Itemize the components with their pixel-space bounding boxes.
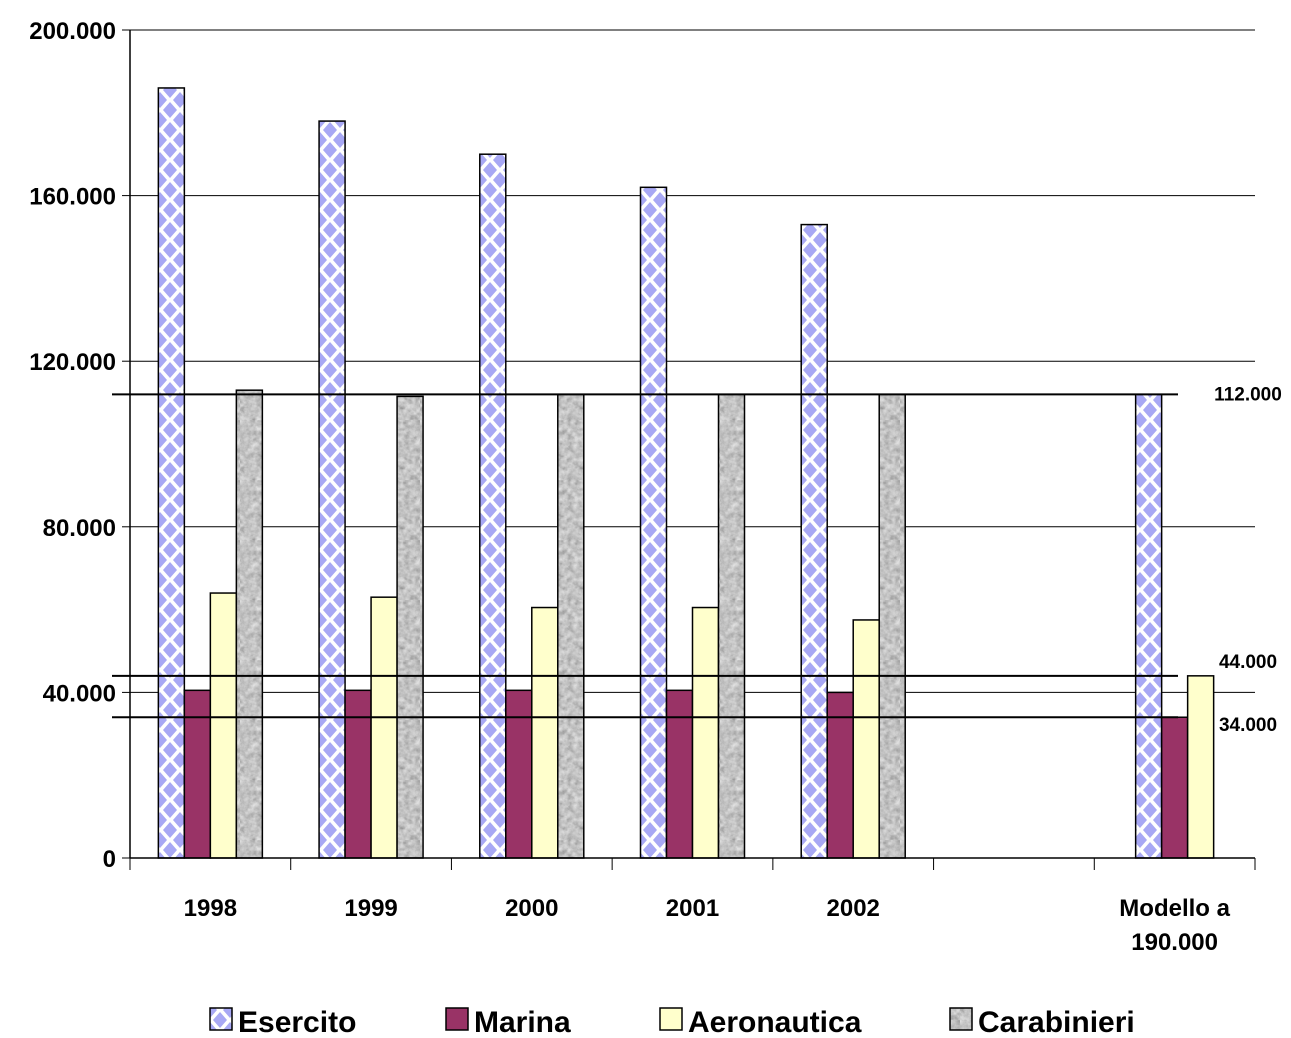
bar-esercito — [157, 87, 186, 859]
bar-esercito — [800, 223, 828, 859]
y-tick-label: 0 — [103, 846, 116, 873]
legend-label-aeronautica: Aeronautica — [688, 1006, 862, 1038]
reference-line-label: 34.000 — [1219, 715, 1277, 736]
bar-aeronautica — [1186, 675, 1215, 859]
bar-carabinieri — [717, 393, 746, 859]
legend-label-carabinieri: Carabinieri — [978, 1006, 1135, 1038]
x-tick-label: 2000 — [505, 895, 558, 922]
x-tick-label: Modello a — [1119, 895, 1230, 922]
x-tick-label: 190.000 — [1131, 929, 1218, 956]
bar-aeronautica — [209, 592, 238, 859]
grid-layer — [130, 29, 1255, 693]
x-tick-label: 2002 — [827, 895, 880, 922]
bar-marina — [665, 689, 694, 859]
bar-aeronautica — [531, 606, 559, 859]
legend-label-marina: Marina — [474, 1006, 571, 1038]
bars-layer — [157, 87, 1215, 859]
y-tick-label: 160.000 — [29, 184, 116, 211]
bar-carabinieri — [235, 389, 264, 859]
reference-line-label: 44.000 — [1219, 652, 1277, 673]
bar-marina — [344, 689, 372, 859]
bar-carabinieri — [557, 393, 585, 859]
bar-aeronautica — [370, 596, 398, 859]
bar-carabinieri — [396, 395, 424, 859]
legend-swatch-marina — [445, 1007, 469, 1031]
bar-marina — [183, 689, 212, 859]
legend-label-esercito: Esercito — [238, 1006, 356, 1038]
y-tick-label: 80.000 — [43, 515, 116, 542]
legend-swatch-esercito — [209, 1007, 233, 1031]
bar-marina — [1160, 716, 1189, 859]
bar-aeronautica — [852, 619, 880, 859]
x-tick-label: 2001 — [666, 895, 719, 922]
y-tick-label: 40.000 — [43, 680, 116, 707]
x-tick-label: 1998 — [184, 895, 237, 922]
bar-esercito — [318, 120, 346, 859]
reference-line-label: 112.000 — [1214, 384, 1282, 405]
reference-lines: 112.000 44.000 34.000 — [112, 384, 1282, 736]
bar-esercito — [1134, 393, 1163, 859]
y-tick-label: 120.000 — [29, 349, 116, 376]
bar-esercito — [639, 186, 668, 859]
bar-esercito — [479, 153, 507, 859]
bar-carabinieri — [878, 393, 906, 859]
x-tick-label: 1999 — [344, 895, 397, 922]
bar-marina — [505, 689, 533, 859]
axes: 0 40.000 80.000 120.000 160.000 200.000 1998 19… — [29, 18, 1256, 956]
legend-swatch-carabinieri — [949, 1007, 973, 1031]
bar-aeronautica — [691, 606, 720, 859]
legend: Esercito Marina Aeronautica Carabinieri — [209, 1006, 1135, 1038]
legend-swatch-aeronautica — [659, 1007, 683, 1031]
y-tick-label: 200.000 — [29, 18, 116, 45]
